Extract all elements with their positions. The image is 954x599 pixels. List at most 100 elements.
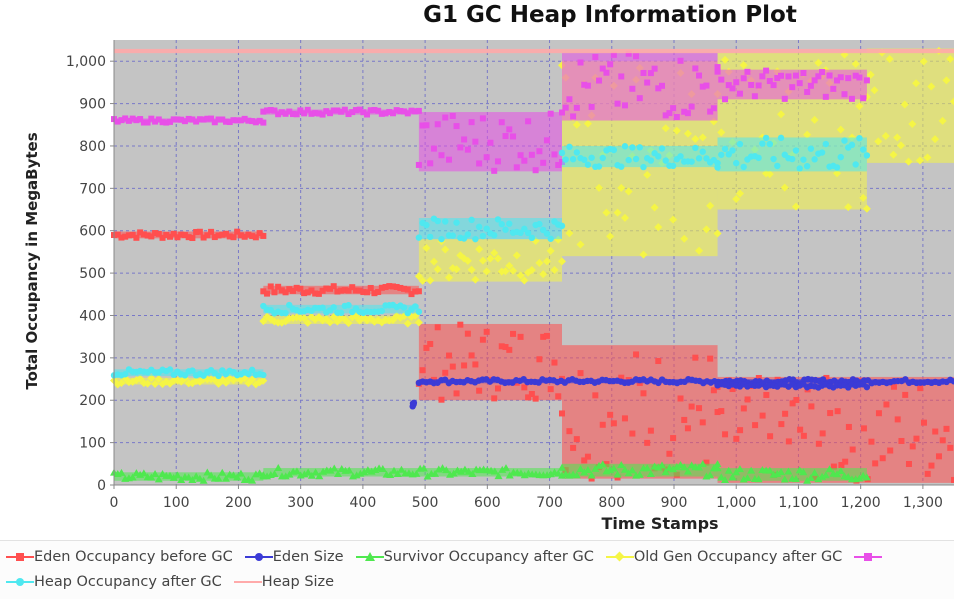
data-point (154, 475, 163, 483)
data-point (449, 112, 456, 119)
data-point (245, 231, 252, 238)
data-point (196, 116, 203, 123)
data-point (494, 158, 501, 165)
data-point (710, 387, 717, 394)
data-point (625, 156, 632, 164)
data-point (345, 287, 352, 294)
data-point (364, 111, 371, 118)
data-point (688, 403, 695, 410)
data-point (610, 51, 617, 58)
data-point (512, 251, 521, 260)
data-point (208, 228, 215, 235)
data-point (426, 233, 434, 241)
data-point (740, 163, 747, 171)
data-point (826, 72, 833, 79)
data-point (464, 330, 471, 337)
data-point (774, 162, 781, 170)
data-point (151, 470, 160, 478)
data-point (330, 107, 337, 114)
data-point (860, 95, 867, 102)
data-point (558, 463, 566, 471)
data-point (151, 379, 160, 388)
data-point (803, 476, 812, 484)
data-point (909, 443, 916, 450)
data-point (721, 476, 730, 484)
data-point (543, 230, 551, 237)
data-point (457, 467, 466, 475)
data-point (763, 67, 770, 74)
x-tick-label: 1,100 (778, 495, 818, 511)
data-point (838, 462, 845, 469)
data-point (722, 96, 729, 103)
data-point (800, 432, 807, 439)
data-point (457, 144, 464, 151)
data-point (196, 228, 203, 235)
data-point (717, 128, 726, 137)
data-point (670, 435, 677, 442)
data-point (728, 473, 737, 481)
x-tick-label: 700 (536, 495, 563, 511)
data-point (651, 65, 658, 72)
data-point (845, 75, 852, 82)
data-point (415, 308, 423, 315)
data-point (821, 471, 830, 479)
data-point (617, 183, 626, 192)
data-point (248, 366, 256, 374)
data-point (706, 471, 715, 479)
data-point (345, 466, 354, 474)
data-point (777, 134, 785, 142)
data-point (902, 391, 909, 398)
data-point (721, 145, 729, 153)
data-point (442, 466, 451, 474)
data-point (371, 106, 378, 113)
data-point (412, 288, 419, 295)
data-point (236, 469, 245, 477)
data-point (334, 107, 341, 114)
data-point (740, 75, 747, 82)
data-point (185, 115, 192, 122)
data-point (640, 69, 647, 76)
data-point (598, 460, 607, 468)
data-point (349, 284, 356, 291)
data-point (199, 476, 208, 484)
data-point (733, 435, 740, 442)
x-tick-label: 600 (474, 495, 501, 511)
data-point (144, 232, 151, 239)
data-point (386, 471, 395, 479)
data-point (814, 58, 823, 67)
x-tick-label: 300 (287, 495, 314, 511)
data-point (223, 118, 229, 125)
data-point (938, 116, 947, 125)
data-point (327, 285, 333, 292)
data-point (218, 468, 227, 476)
data-point (733, 159, 740, 167)
data-point (315, 290, 322, 297)
data-point (304, 289, 311, 296)
data-point (646, 470, 655, 478)
legend-symbol (854, 550, 883, 564)
data-point (378, 464, 387, 472)
data-point (536, 148, 543, 155)
series-band (866, 48, 954, 163)
data-point (200, 234, 207, 241)
data-point (122, 371, 129, 378)
data-point (226, 233, 233, 240)
data-point (855, 102, 864, 111)
data-point (576, 240, 585, 249)
legend-row: Eden Occupancy before GC Eden Size Survivo… (6, 549, 894, 571)
data-point (751, 93, 758, 100)
data-point (125, 232, 132, 239)
legend-label: Heap Size (261, 574, 335, 590)
data-point (669, 215, 678, 224)
data-point (830, 463, 837, 470)
data-point (603, 69, 610, 76)
data-point (885, 55, 894, 64)
data-point (823, 374, 830, 381)
data-point (621, 143, 629, 150)
data-point (475, 223, 483, 231)
data-point (707, 108, 714, 115)
data-point (870, 86, 879, 95)
data-point (841, 91, 848, 98)
data-point (744, 68, 751, 75)
data-point (300, 314, 309, 323)
